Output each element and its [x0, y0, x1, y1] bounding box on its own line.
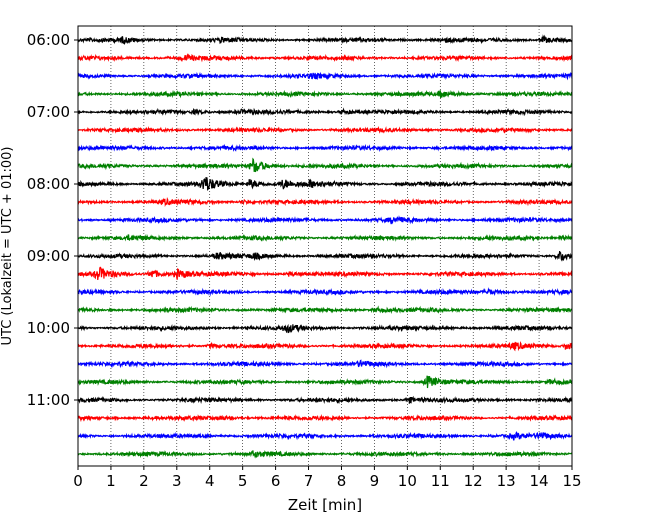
- x-tick-label: 11: [431, 472, 450, 490]
- trace-0945: [77, 305, 573, 314]
- x-tick-label: 8: [337, 472, 347, 490]
- x-tick-label: 5: [238, 472, 248, 490]
- x-axis: 0 1 2 3 4 5 6 7 8 9 10 11 12 13 14 15: [73, 466, 582, 490]
- trace-0815: [77, 197, 573, 208]
- trace-1130: [77, 430, 573, 441]
- y-axis-label: UTC (Lokalzeit = UTC + 01:00): [0, 147, 15, 346]
- trace-0700: [77, 107, 573, 117]
- trace-0730: [77, 143, 573, 153]
- x-tick-label: 1: [106, 472, 116, 490]
- x-tick-label: 10: [398, 472, 417, 490]
- trace-0830: [77, 215, 573, 225]
- y-tick-label: 07:00: [27, 103, 70, 121]
- traces: [77, 34, 573, 459]
- x-tick-label: 3: [172, 472, 182, 490]
- x-tick-label: 14: [530, 472, 549, 490]
- x-tick-label: 13: [497, 472, 516, 490]
- x-tick-label: 7: [304, 472, 314, 490]
- trace-1115: [77, 413, 573, 423]
- trace-0615: [77, 53, 573, 63]
- y-tick-label: 09:00: [27, 247, 70, 265]
- y-tick-label: 10:00: [27, 319, 70, 337]
- trace-0845: [77, 233, 573, 242]
- trace-1030: [77, 359, 573, 369]
- x-tick-label: 15: [562, 472, 581, 490]
- x-tick-label: 0: [73, 472, 83, 490]
- trace-1000: [77, 323, 573, 334]
- y-tick-label: 11:00: [27, 391, 70, 409]
- trace-1145: [77, 450, 573, 459]
- trace-0645: [77, 89, 573, 99]
- x-tick-label: 4: [205, 472, 215, 490]
- trace-0600: [77, 34, 573, 45]
- x-tick-label: 6: [271, 472, 281, 490]
- trace-1100: [77, 395, 573, 405]
- x-tick-label: 9: [370, 472, 380, 490]
- trace-0915: [77, 266, 573, 281]
- trace-1015: [77, 340, 573, 352]
- trace-0715: [77, 125, 573, 134]
- trace-0930: [77, 287, 573, 297]
- trace-0900: [77, 251, 573, 262]
- x-tick-label: 12: [464, 472, 483, 490]
- x-grid: [110, 26, 540, 466]
- trace-0745: [77, 157, 573, 173]
- x-axis-label: Zeit [min]: [288, 496, 362, 514]
- x-tick-label: 2: [139, 472, 149, 490]
- trace-1045: [77, 375, 573, 389]
- y-tick-label: 06:00: [27, 31, 70, 49]
- trace-0800: [77, 177, 573, 191]
- y-tick-label: 08:00: [27, 175, 70, 193]
- y-axis: 06:00 07:00 08:00 09:00 10:00 11:00: [27, 31, 78, 409]
- trace-0630: [77, 71, 573, 81]
- plot-frame: [77, 25, 573, 467]
